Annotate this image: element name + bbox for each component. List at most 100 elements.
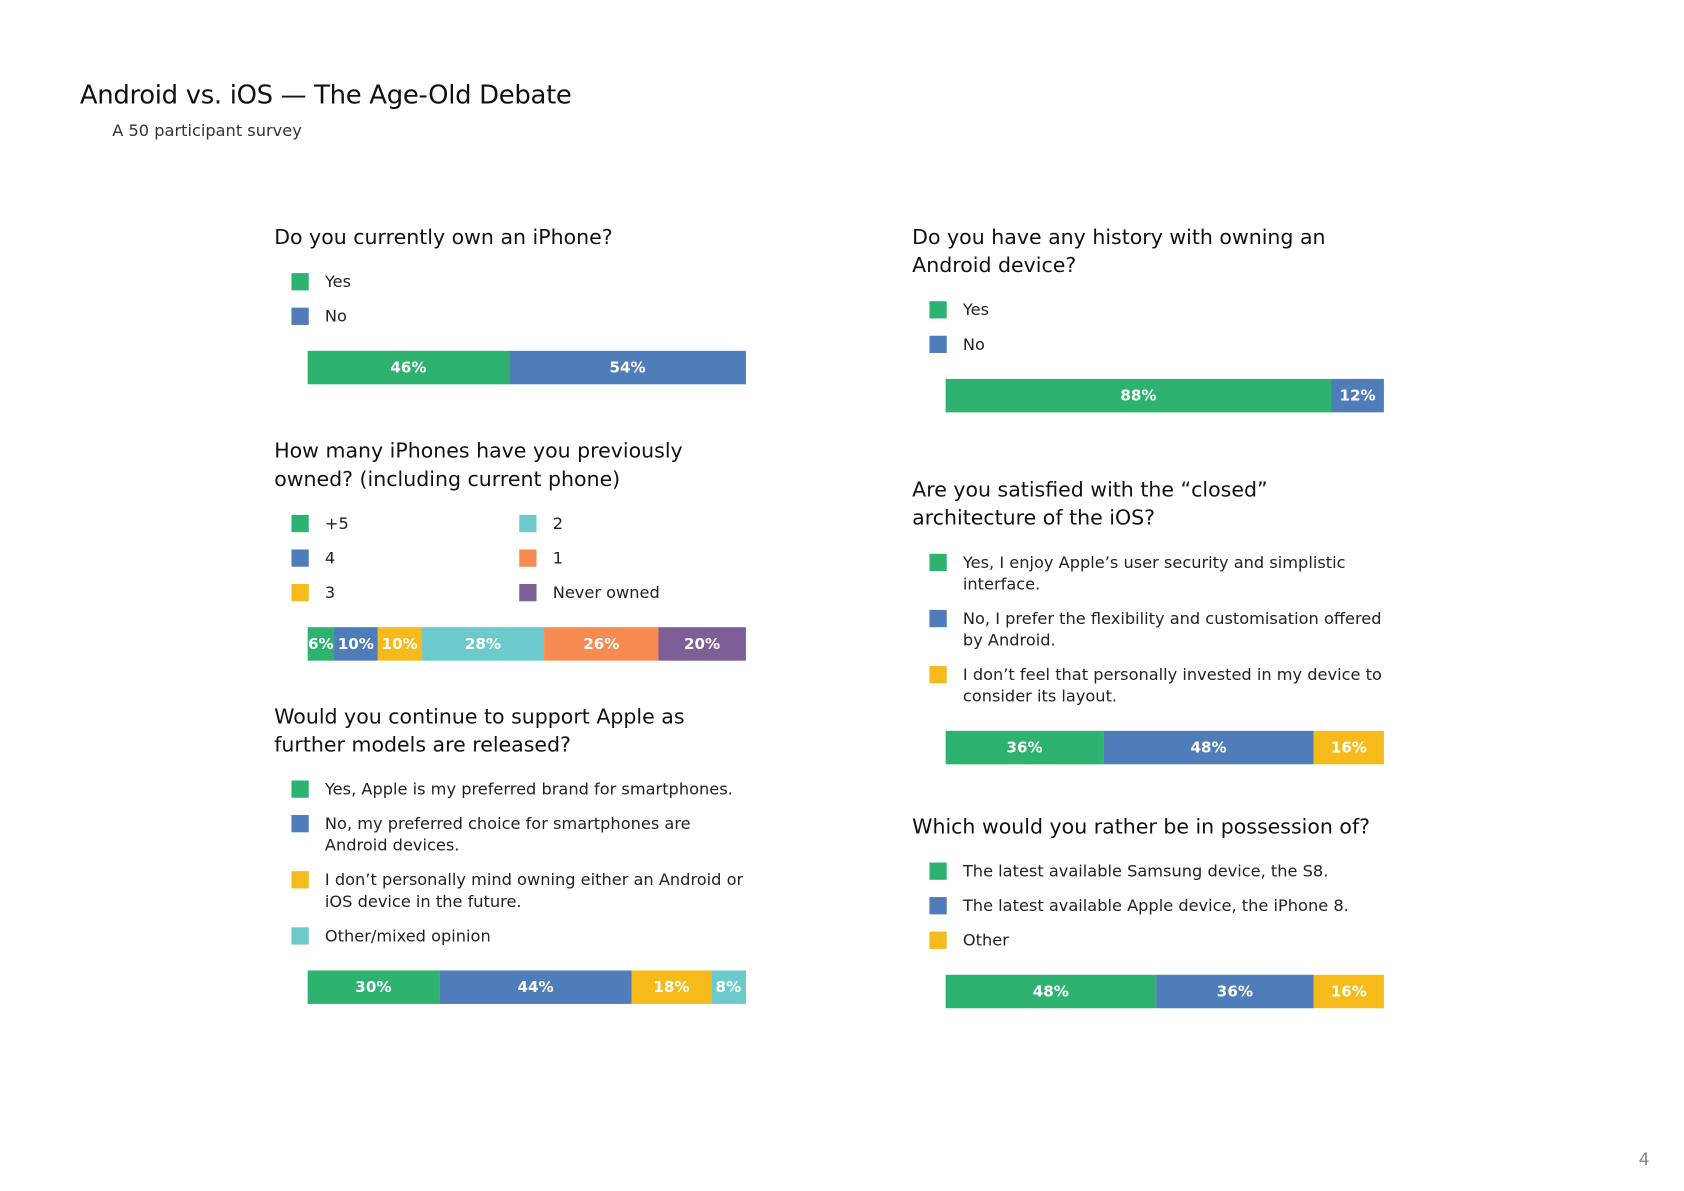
legend-swatch (291, 549, 309, 567)
data-label: 30% (355, 978, 392, 996)
legend-label: No (324, 306, 347, 327)
bar-segment: 18% (631, 970, 711, 1004)
stacked-bar: 88% 12% (945, 378, 1384, 413)
legend: Yes No (291, 264, 749, 333)
legend-item: The latest available Apple device, the i… (929, 888, 1387, 923)
stacked-bar: 30% 44% 18% 8% (307, 970, 746, 1004)
stacked-bar: 6% 10% 10% 28% 26% 20% (307, 627, 746, 661)
legend-swatch (929, 931, 947, 949)
bar-segment: 6% (307, 627, 334, 661)
legend-swatch (519, 584, 537, 602)
data-label: 26% (583, 635, 620, 653)
chart-title: Would you continue to support Apple as f… (274, 704, 685, 757)
legend-label: Other/mixed opinion (324, 926, 491, 946)
legend-item: +5 (291, 506, 519, 541)
chart: Do you currently own an iPhone? Yes No 46% 5… (274, 223, 749, 385)
chart-title: Are you satisfied with the “closed” arch… (912, 478, 1268, 531)
data-label: 16% (1330, 982, 1367, 1001)
chart: How many iPhones have you previously own… (274, 437, 749, 661)
bar-segment: 10% (377, 627, 422, 661)
bar-segment: 20% (658, 627, 746, 661)
data-label: 44% (517, 978, 554, 996)
bar-segment: 36% (945, 730, 1104, 765)
data-label: 12% (1339, 387, 1376, 405)
legend-label: No, my preferred choice for smartphones … (324, 813, 691, 855)
bar-segment: 36% (1156, 974, 1314, 1009)
legend-label: No (962, 334, 985, 355)
legend-item: No, my preferred choice for smartphones … (291, 806, 749, 862)
bar-segment: 12% (1331, 378, 1384, 413)
page-number: 4 (1638, 1148, 1650, 1170)
legend-item: Other (929, 923, 1387, 958)
data-label: 6% (307, 635, 334, 653)
data-label: 10% (337, 635, 374, 653)
legend-swatch (291, 871, 309, 889)
legend-item: Never owned (519, 575, 747, 610)
legend-swatch (291, 584, 309, 602)
bar-segment: 30% (307, 970, 440, 1004)
legend-swatch (519, 514, 537, 533)
data-label: 36% (1216, 982, 1253, 1001)
legend-item: 3 (291, 575, 519, 610)
data-label: 18% (653, 978, 690, 996)
legend-swatch (929, 897, 947, 915)
legend-swatch (929, 335, 947, 353)
legend-item: 1 (519, 541, 747, 576)
bar-segment: 54% (509, 350, 746, 385)
chart: Which would you rather be in possession … (912, 813, 1387, 1009)
bar-segment: 48% (945, 974, 1157, 1009)
data-label: 8% (715, 978, 742, 996)
legend-item: Yes, I enjoy Apple’s user security and s… (929, 545, 1387, 601)
chart: Do you have any history with owning an A… (912, 223, 1387, 413)
legend-swatch (929, 862, 947, 880)
legend-swatch (291, 780, 309, 798)
data-label: 28% (464, 635, 502, 653)
legend-label: 3 (324, 582, 336, 603)
legend-label: Yes (324, 272, 352, 292)
legend-label: Yes, I enjoy Apple’s user security and s… (962, 552, 1346, 594)
legend-item: 2 (519, 506, 747, 541)
data-label: 20% (684, 635, 721, 653)
bar-segment: 88% (945, 378, 1332, 413)
data-label: 16% (1330, 738, 1367, 757)
bar-segment: 26% (544, 627, 659, 661)
legend-item: No, I prefer the flexibility and customi… (929, 601, 1387, 657)
legend-item: I don’t feel that personally invested in… (929, 657, 1387, 713)
bar-segment: 10% (333, 627, 378, 661)
chart-title: Which would you rather be in possession … (912, 815, 1371, 839)
legend-swatch (929, 301, 947, 319)
legend-label: 4 (324, 548, 336, 568)
chart: Would you continue to support Apple as f… (274, 703, 749, 1004)
legend-swatch (291, 307, 309, 325)
legend-item: Yes, Apple is my preferred brand for sma… (291, 772, 749, 807)
bar-segment: 16% (1313, 974, 1384, 1009)
page-title: Android vs. iOS — The Age-Old Debate (79, 79, 572, 111)
chart-title: How many iPhones have you previously own… (274, 439, 683, 492)
data-label: 46% (390, 358, 427, 377)
legend-label: I don’t personally mind owning either an… (324, 870, 744, 912)
data-label: 10% (381, 635, 418, 653)
legend-item: Other/mixed opinion (291, 919, 749, 954)
legend-swatch (291, 815, 309, 833)
legend-label: Yes (962, 300, 990, 320)
legend-item: Yes (929, 293, 1387, 328)
legend-swatch (291, 514, 309, 533)
legend-label: No, I prefer the flexibility and customi… (962, 608, 1382, 650)
legend-item: Yes (291, 264, 749, 299)
legend: Yes, Apple is my preferred brand for sma… (291, 772, 749, 953)
data-label: 54% (609, 358, 646, 377)
bar-segment: 16% (1313, 730, 1384, 765)
data-label: 48% (1032, 982, 1069, 1001)
legend-label: 1 (552, 548, 564, 568)
legend-item: 4 (291, 541, 519, 576)
legend-swatch (519, 549, 537, 567)
legend-label: Yes, Apple is my preferred brand for sma… (324, 779, 733, 799)
legend-label: +5 (324, 513, 349, 534)
bar-segment: 28% (421, 627, 545, 661)
legend-swatch (929, 609, 947, 628)
stacked-bar: 46% 54% (307, 350, 746, 385)
chart-title: Do you have any history with owning an A… (912, 225, 1326, 278)
legend: Yes No (929, 293, 1387, 362)
